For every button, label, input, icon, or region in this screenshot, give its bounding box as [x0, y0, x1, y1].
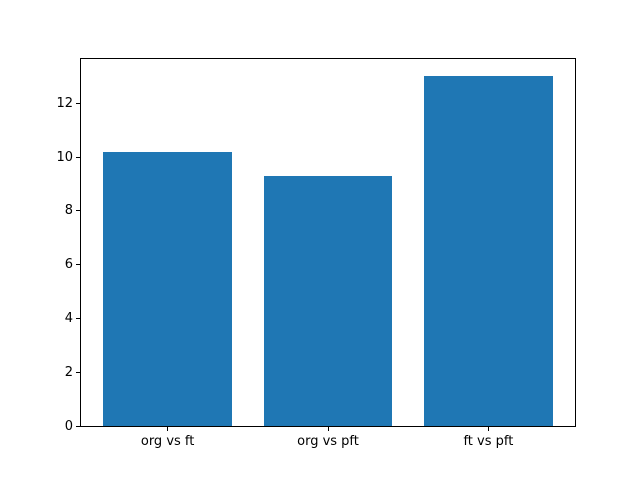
y-tick-mark — [76, 210, 80, 212]
y-tick-label: 12 — [56, 95, 73, 111]
y-tick-label: 4 — [64, 310, 73, 326]
y-tick-label: 6 — [64, 257, 73, 273]
y-tick-mark — [76, 102, 80, 104]
y-tick-mark — [76, 317, 80, 319]
x-tick-label: org vs pft — [297, 434, 359, 449]
bar-org-vs-pft — [263, 175, 393, 426]
y-tick-mark — [76, 156, 80, 158]
y-tick-label: 8 — [64, 203, 73, 219]
x-tick-mark — [487, 427, 489, 431]
y-tick-label: 0 — [64, 418, 73, 434]
bar-ft-vs-pft — [424, 76, 553, 426]
y-tick-label: 2 — [64, 364, 73, 380]
y-tick-mark — [76, 425, 80, 427]
y-tick-mark — [76, 371, 80, 373]
plot-area: 0 2 4 6 8 10 12 org vs ft org vs pft ft vs pft — [56, 58, 576, 449]
x-tick-mark — [327, 427, 329, 431]
y-tick-mark — [76, 264, 80, 266]
x-tick-mark — [167, 427, 169, 431]
y-tick-label: 10 — [56, 149, 73, 165]
x-tick-label: ft vs pft — [463, 434, 514, 449]
bar-org-vs-ft — [103, 151, 232, 426]
x-tick-label: org vs ft — [140, 434, 195, 449]
